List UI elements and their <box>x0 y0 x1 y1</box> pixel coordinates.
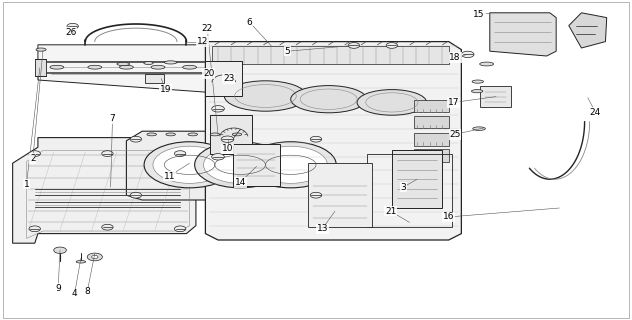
Circle shape <box>144 142 235 188</box>
Text: 12: 12 <box>197 37 208 46</box>
Circle shape <box>29 226 40 232</box>
Circle shape <box>174 151 186 156</box>
Polygon shape <box>126 131 335 200</box>
Text: 18: 18 <box>449 53 461 62</box>
Ellipse shape <box>50 65 64 69</box>
Ellipse shape <box>291 86 367 113</box>
Circle shape <box>195 142 286 188</box>
Circle shape <box>212 106 224 112</box>
Ellipse shape <box>166 133 175 136</box>
Text: 15: 15 <box>473 10 485 19</box>
Circle shape <box>174 226 186 232</box>
Text: 3: 3 <box>400 183 406 192</box>
Ellipse shape <box>224 81 307 111</box>
Text: 24: 24 <box>590 108 601 116</box>
Ellipse shape <box>36 48 46 51</box>
Text: 5: 5 <box>284 47 291 56</box>
Circle shape <box>461 51 474 58</box>
Ellipse shape <box>472 80 483 83</box>
Circle shape <box>254 146 327 183</box>
Text: 11: 11 <box>164 172 175 180</box>
Circle shape <box>130 136 142 142</box>
Bar <box>212 46 449 64</box>
Polygon shape <box>569 13 607 48</box>
Circle shape <box>348 43 360 48</box>
Ellipse shape <box>188 133 197 136</box>
Bar <box>233 144 280 186</box>
Ellipse shape <box>88 65 102 69</box>
Text: 25: 25 <box>449 130 461 139</box>
Circle shape <box>212 154 224 160</box>
Bar <box>145 74 164 83</box>
Text: 19: 19 <box>160 85 171 94</box>
Text: 23: 23 <box>223 74 234 83</box>
Polygon shape <box>205 42 461 240</box>
Circle shape <box>310 136 322 142</box>
Ellipse shape <box>357 90 427 115</box>
Circle shape <box>87 253 102 261</box>
Circle shape <box>67 23 78 29</box>
Polygon shape <box>490 13 556 56</box>
Polygon shape <box>38 45 228 93</box>
Bar <box>392 150 442 208</box>
Text: 17: 17 <box>448 98 459 107</box>
Bar <box>414 116 449 128</box>
Bar <box>308 163 372 227</box>
Ellipse shape <box>151 65 165 69</box>
Ellipse shape <box>164 61 177 64</box>
Ellipse shape <box>76 260 85 263</box>
Circle shape <box>102 224 113 230</box>
Ellipse shape <box>183 65 197 69</box>
Circle shape <box>245 142 336 188</box>
Ellipse shape <box>232 133 241 136</box>
Text: 26: 26 <box>65 28 76 36</box>
Text: 8: 8 <box>84 287 90 296</box>
Text: 16: 16 <box>443 212 454 221</box>
Bar <box>205 61 242 96</box>
Circle shape <box>130 192 142 198</box>
Circle shape <box>102 151 113 156</box>
Circle shape <box>29 151 40 156</box>
Text: 22: 22 <box>202 24 213 33</box>
Circle shape <box>153 146 226 183</box>
Circle shape <box>221 136 234 142</box>
Bar <box>414 133 449 146</box>
Circle shape <box>386 43 398 48</box>
Ellipse shape <box>210 133 220 136</box>
Bar <box>35 59 46 76</box>
Text: 10: 10 <box>222 144 233 153</box>
Bar <box>480 86 511 107</box>
Text: 9: 9 <box>55 284 61 293</box>
Ellipse shape <box>119 65 133 69</box>
Circle shape <box>54 247 66 253</box>
Text: 20: 20 <box>203 69 214 78</box>
Circle shape <box>204 146 277 183</box>
Text: 14: 14 <box>234 178 246 187</box>
Text: 2: 2 <box>30 154 35 163</box>
Circle shape <box>92 255 98 259</box>
Ellipse shape <box>117 62 130 66</box>
Ellipse shape <box>147 133 156 136</box>
Polygon shape <box>13 138 196 243</box>
Bar <box>414 149 449 162</box>
Ellipse shape <box>480 62 494 66</box>
Ellipse shape <box>143 61 153 65</box>
Bar <box>210 115 252 154</box>
Text: 13: 13 <box>317 224 328 233</box>
Circle shape <box>310 192 322 198</box>
Ellipse shape <box>473 127 485 131</box>
Ellipse shape <box>471 90 483 93</box>
Bar <box>367 154 452 227</box>
Text: 4: 4 <box>72 289 77 298</box>
Bar <box>414 100 449 112</box>
Text: 7: 7 <box>109 114 116 123</box>
Text: 1: 1 <box>23 180 30 188</box>
Text: 21: 21 <box>385 207 396 216</box>
Text: 6: 6 <box>246 18 253 27</box>
